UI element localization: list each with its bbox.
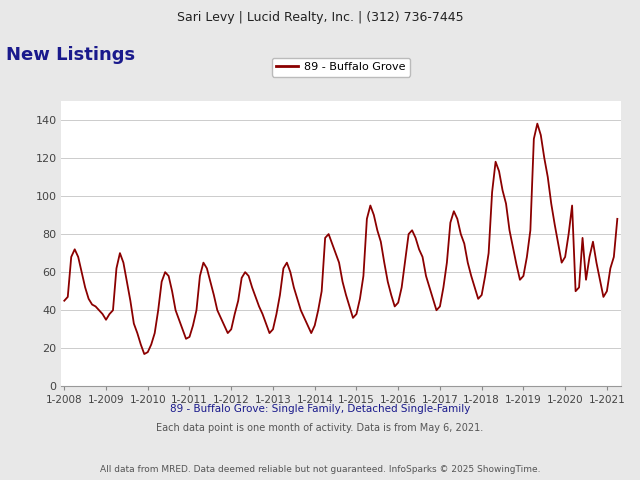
Legend: 89 - Buffalo Grove: 89 - Buffalo Grove bbox=[272, 58, 410, 77]
Text: New Listings: New Listings bbox=[6, 46, 136, 64]
Text: 89 - Buffalo Grove: Single Family, Detached Single-Family: 89 - Buffalo Grove: Single Family, Detac… bbox=[170, 404, 470, 414]
Text: Each data point is one month of activity. Data is from May 6, 2021.: Each data point is one month of activity… bbox=[156, 423, 484, 433]
Text: Sari Levy | Lucid Realty, Inc. | (312) 736-7445: Sari Levy | Lucid Realty, Inc. | (312) 7… bbox=[177, 11, 463, 24]
Text: All data from MRED. Data deemed reliable but not guaranteed. InfoSparks © 2025 S: All data from MRED. Data deemed reliable… bbox=[100, 465, 540, 474]
